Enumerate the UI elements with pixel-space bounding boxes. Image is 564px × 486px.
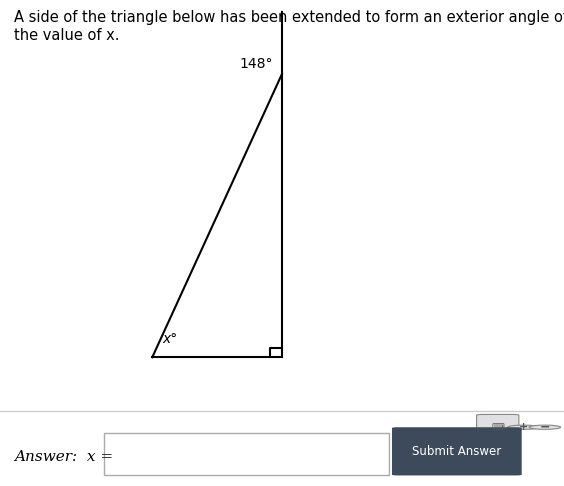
Text: +: +	[519, 422, 528, 432]
Text: ⌨: ⌨	[491, 423, 504, 432]
FancyBboxPatch shape	[477, 415, 519, 440]
Text: Answer:  x =: Answer: x =	[14, 451, 113, 465]
Text: Submit Answer: Submit Answer	[412, 445, 501, 458]
FancyBboxPatch shape	[104, 434, 389, 475]
Text: A side of the triangle below has been extended to form an exterior angle of 148°: A side of the triangle below has been ex…	[14, 10, 564, 43]
Text: 148°: 148°	[240, 57, 273, 70]
FancyBboxPatch shape	[392, 427, 522, 475]
Circle shape	[508, 425, 539, 429]
Circle shape	[529, 425, 561, 429]
Text: −: −	[540, 421, 550, 434]
Text: x°: x°	[162, 332, 178, 346]
